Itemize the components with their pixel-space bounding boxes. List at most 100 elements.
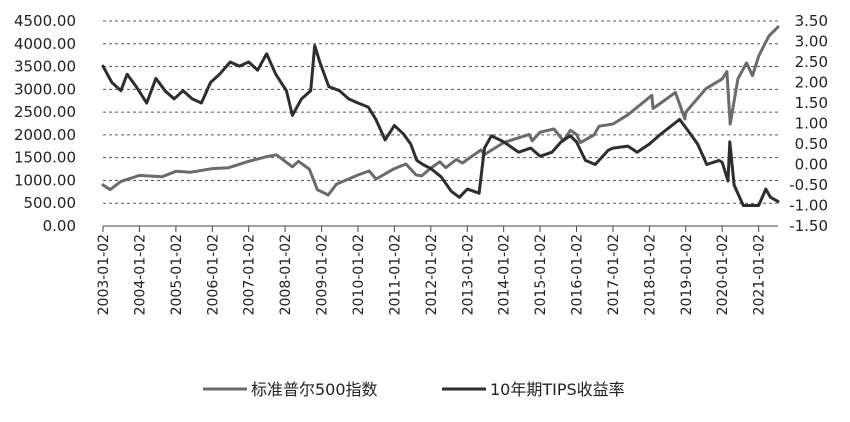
data-point-tips xyxy=(384,139,386,141)
data-point-sp500 xyxy=(415,174,417,176)
data-point-tips xyxy=(727,180,729,182)
data-point-sp500 xyxy=(768,35,770,37)
data-point-sp500 xyxy=(211,168,213,170)
data-point-sp500 xyxy=(439,161,441,163)
data-point-sp500 xyxy=(684,118,686,120)
data-point-tips xyxy=(416,159,418,161)
x-tick-label: 2015-01-02 xyxy=(533,234,549,315)
data-point-sp500 xyxy=(297,160,299,162)
left-tick-label: 1000.00 xyxy=(14,171,76,189)
data-point-tips xyxy=(769,196,772,198)
data-point-tips xyxy=(248,61,250,63)
data-point-sp500 xyxy=(405,163,407,165)
right-tick-label: 1.00 xyxy=(795,115,828,133)
data-point-tips xyxy=(375,118,377,120)
data-point-sp500 xyxy=(480,149,482,151)
data-point-tips xyxy=(440,176,442,178)
data-point-tips xyxy=(338,90,341,92)
data-point-sp500 xyxy=(445,167,447,169)
data-point-tips xyxy=(422,163,424,166)
data-point-tips xyxy=(594,163,596,166)
data-point-sp500 xyxy=(335,183,338,185)
data-point-tips xyxy=(291,114,293,116)
data-point-sp500 xyxy=(102,184,104,186)
right-tick-label: -1.00 xyxy=(789,197,828,215)
data-point-tips xyxy=(530,147,532,149)
data-point-tips xyxy=(357,102,359,104)
right-tick-label: 3.50 xyxy=(795,12,828,30)
data-point-tips xyxy=(648,143,651,145)
x-tick-label: 2008-01-02 xyxy=(278,234,294,315)
data-point-tips xyxy=(697,143,699,145)
data-point-sp500 xyxy=(138,174,140,176)
left-tick-label: 3500.00 xyxy=(14,58,76,76)
data-point-tips xyxy=(319,61,321,63)
right-tick-label: 2.50 xyxy=(795,53,828,71)
data-point-tips xyxy=(478,192,480,194)
data-point-tips xyxy=(458,196,460,198)
data-point-sp500 xyxy=(327,194,329,196)
x-tick-label: 2010-01-02 xyxy=(351,234,367,315)
data-point-tips xyxy=(120,90,122,92)
data-point-tips xyxy=(135,86,137,88)
data-point-sp500 xyxy=(651,94,653,96)
data-point-tips xyxy=(310,90,312,92)
right-tick-label: 1.50 xyxy=(795,94,828,112)
data-point-sp500 xyxy=(276,154,278,156)
data-point-sp500 xyxy=(291,166,293,168)
series-line-tips xyxy=(101,44,780,207)
data-point-tips xyxy=(685,127,687,129)
right-tick-label: 2.00 xyxy=(795,74,828,92)
data-point-tips xyxy=(314,45,316,47)
data-point-tips xyxy=(285,90,287,92)
right-tick-label: 0.00 xyxy=(795,156,828,174)
data-point-tips xyxy=(410,143,412,145)
right-axis: -1.50 -1.00 -0.50 0.00 0.50 1.00 1.50 2.00 2.50 3… xyxy=(789,12,828,235)
legend-label-tips: 10年期TIPS收益率 xyxy=(490,380,625,399)
data-point-sp500 xyxy=(751,75,754,77)
data-point-sp500 xyxy=(368,170,370,172)
data-point-sp500 xyxy=(375,178,377,180)
x-tick-label: 2018-01-02 xyxy=(642,234,658,315)
data-point-tips xyxy=(721,161,723,163)
left-tick-label: 4000.00 xyxy=(14,35,76,53)
data-point-sp500 xyxy=(393,168,395,170)
data-point-sp500 xyxy=(539,131,541,133)
data-point-tips xyxy=(257,69,259,71)
left-tick-label: 2000.00 xyxy=(14,126,76,144)
data-point-tips xyxy=(551,151,553,153)
data-point-sp500 xyxy=(316,189,318,191)
data-point-tips xyxy=(754,204,757,207)
legend-label-sp500: 标准普尔500指数 xyxy=(251,380,378,399)
data-point-tips xyxy=(490,135,492,137)
data-point-tips xyxy=(111,81,113,84)
data-point-tips xyxy=(266,53,268,55)
data-point-sp500 xyxy=(612,123,614,125)
data-point-tips xyxy=(200,102,202,104)
data-point-tips xyxy=(164,90,166,92)
data-point-sp500 xyxy=(267,155,269,157)
series-layer xyxy=(101,25,780,207)
data-point-tips xyxy=(569,135,571,137)
data-point-tips xyxy=(612,147,614,149)
x-tick-label: 2009-01-02 xyxy=(315,234,331,315)
data-point-tips xyxy=(430,168,432,170)
x-tick-label: 2016-01-02 xyxy=(569,234,585,315)
data-point-tips xyxy=(607,149,609,151)
x-tick-label: 2020-01-02 xyxy=(715,234,731,315)
data-point-tips xyxy=(584,159,587,161)
data-point-tips xyxy=(466,188,468,190)
right-tick-label: 3.00 xyxy=(795,33,828,51)
left-tick-label: 500.00 xyxy=(24,194,77,212)
data-point-sp500 xyxy=(674,91,677,94)
data-point-tips xyxy=(660,133,662,135)
x-axis: 2003-01-02 2004-01-02 2005-01-02 2006-01-02… xyxy=(96,225,778,315)
data-point-tips xyxy=(483,147,486,149)
x-tick-label: 2005-01-02 xyxy=(169,234,185,315)
data-point-sp500 xyxy=(685,111,687,113)
data-point-tips xyxy=(733,184,735,186)
data-point-tips xyxy=(627,145,629,147)
data-point-sp500 xyxy=(109,189,111,191)
data-point-sp500 xyxy=(777,26,779,28)
